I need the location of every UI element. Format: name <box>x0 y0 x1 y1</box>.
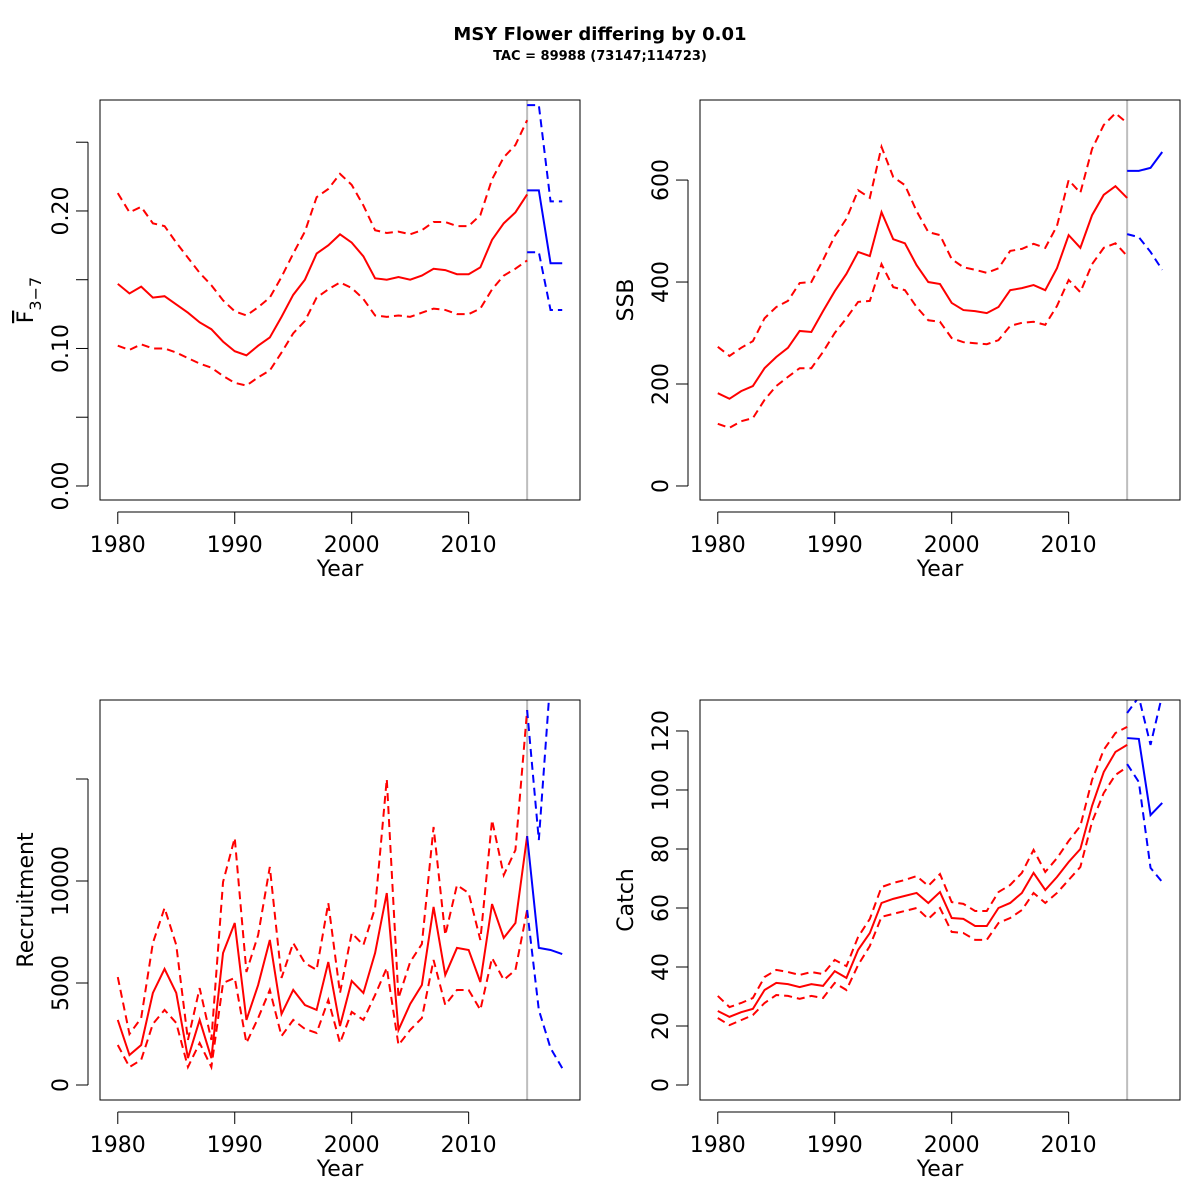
series-line <box>527 251 563 311</box>
series-line <box>1127 151 1164 172</box>
y-axis-label-main: Recruitment <box>14 832 39 968</box>
y-tick-label: 40 <box>649 953 674 981</box>
x-axis-label: Year <box>916 557 965 582</box>
series-group <box>717 111 1164 429</box>
series-line <box>1127 737 1163 818</box>
y-tick-label: 0.20 <box>49 186 74 235</box>
x-tick-label: 1990 <box>807 1133 863 1158</box>
plot-frame <box>99 699 581 1101</box>
x-tick-label: 2000 <box>324 1133 380 1158</box>
y-tick-label: 60 <box>649 894 674 922</box>
series-line <box>717 184 1128 400</box>
y-axis-label-subscript: 3−7 <box>26 277 45 311</box>
x-tick-label: 2000 <box>924 1133 980 1158</box>
y-axis-label: Catch <box>614 868 639 932</box>
series-line <box>116 119 529 317</box>
figure-title: MSY Flower differing by 0.01 <box>453 24 746 45</box>
y-tick-label: 400 <box>649 261 674 303</box>
x-tick-label: 2000 <box>924 533 980 558</box>
y-axis-label-main: SSB <box>614 278 639 321</box>
series-line <box>117 193 528 357</box>
y-tick-label: 0.00 <box>49 461 74 510</box>
y-tick-label: 10000 <box>49 846 74 916</box>
series-line <box>1126 233 1164 271</box>
y-tick-label: 0 <box>649 1078 674 1092</box>
series-group <box>116 104 563 387</box>
series-line <box>117 259 528 387</box>
y-tick-label: 0 <box>49 1078 74 1092</box>
x-axis-label: Year <box>316 557 365 582</box>
x-tick-label: 1980 <box>90 533 146 558</box>
x-tick-label: 2000 <box>324 533 380 558</box>
y-tick-label: 100 <box>649 769 674 811</box>
x-tick-label: 1990 <box>207 1133 263 1158</box>
series-group <box>116 700 564 1071</box>
series-line <box>116 909 529 1071</box>
y-axis-label: F3−7 <box>14 277 45 323</box>
x-tick-label: 2010 <box>441 1133 497 1158</box>
y-tick-label: 5000 <box>49 955 74 1011</box>
y-tick-label: 600 <box>649 159 674 201</box>
y-tick-label: 120 <box>649 710 674 752</box>
y-axis-label: SSB <box>614 278 639 321</box>
y-tick-label: 0 <box>649 479 674 493</box>
figure-subtitle: TAC = 89988 (73147;114723) <box>493 49 707 64</box>
y-axis-label-main: F <box>14 311 39 324</box>
x-axis-label: Year <box>316 1157 365 1182</box>
series-line <box>527 104 563 203</box>
y-tick-label: 200 <box>649 363 674 405</box>
series-line <box>526 909 564 1069</box>
x-tick-label: 1990 <box>207 533 263 558</box>
x-tick-label: 2010 <box>441 533 497 558</box>
x-tick-label: 2010 <box>1041 533 1097 558</box>
y-axis-label-main: Catch <box>614 868 639 932</box>
series-line <box>717 242 1128 429</box>
series-line <box>717 111 1128 358</box>
series-line <box>1126 763 1163 883</box>
x-tick-label: 1980 <box>90 1133 146 1158</box>
x-tick-label: 2010 <box>1041 1133 1097 1158</box>
series-group <box>717 700 1163 1027</box>
series-line <box>526 700 550 841</box>
x-axis-label: Year <box>916 1157 965 1182</box>
series-line <box>116 835 529 1059</box>
x-tick-label: 1990 <box>807 533 863 558</box>
y-tick-label: 0.10 <box>49 324 74 373</box>
plot-frame <box>699 99 1181 501</box>
series-line <box>717 725 1128 1009</box>
series-line <box>717 743 1128 1018</box>
y-axis-label: Recruitment <box>14 832 39 968</box>
plot-frame <box>699 699 1181 1101</box>
series-line <box>527 189 563 265</box>
x-tick-label: 1980 <box>690 533 746 558</box>
series-line <box>717 766 1128 1027</box>
y-tick-label: 80 <box>649 835 674 863</box>
plot-frame <box>99 99 581 501</box>
y-tick-label: 20 <box>649 1012 674 1040</box>
series-line <box>1126 700 1163 746</box>
x-tick-label: 1980 <box>690 1133 746 1158</box>
series-line <box>116 709 529 1041</box>
series-line <box>526 836 563 955</box>
